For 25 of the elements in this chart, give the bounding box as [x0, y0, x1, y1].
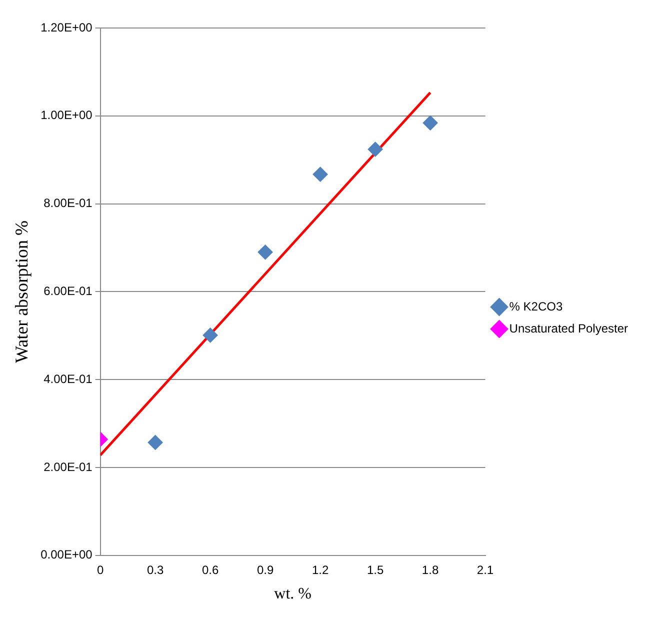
point — [368, 142, 383, 157]
point — [202, 328, 218, 343]
y-tick-label: 1.20E+00 — [40, 20, 93, 34]
y-tick-label: 4.00E-01 — [44, 372, 93, 386]
y-tick-label: 2.00E-01 — [44, 460, 93, 474]
y-tick-label: 6.00E-01 — [44, 284, 93, 298]
point — [148, 434, 163, 450]
x-axis-title: wt. % — [274, 586, 312, 603]
point — [422, 115, 438, 130]
x-tick-label: 0 — [96, 562, 104, 577]
x-tick-label: 0.6 — [202, 562, 219, 577]
point — [312, 166, 328, 182]
legend-label: % K2CO3 — [509, 299, 563, 314]
y-tick-label: 0.00E+00 — [40, 548, 93, 562]
x-tick-label: 0.3 — [146, 562, 164, 577]
x-tick-label: 2.1 — [476, 562, 494, 577]
x-tick-label: 1.8 — [422, 562, 439, 577]
y-tick-label: 8.00E-01 — [44, 196, 93, 210]
point — [258, 244, 273, 260]
y-tick-label: 1.00E+00 — [40, 108, 93, 122]
x-tick-label: 1.2 — [312, 562, 329, 577]
legend-label: Unsaturated Polyester — [509, 321, 628, 336]
x-tick-label: 1.5 — [366, 562, 384, 577]
x-tick-label: 0.9 — [256, 562, 274, 577]
y-axis-title: Water absorption % — [12, 220, 32, 363]
